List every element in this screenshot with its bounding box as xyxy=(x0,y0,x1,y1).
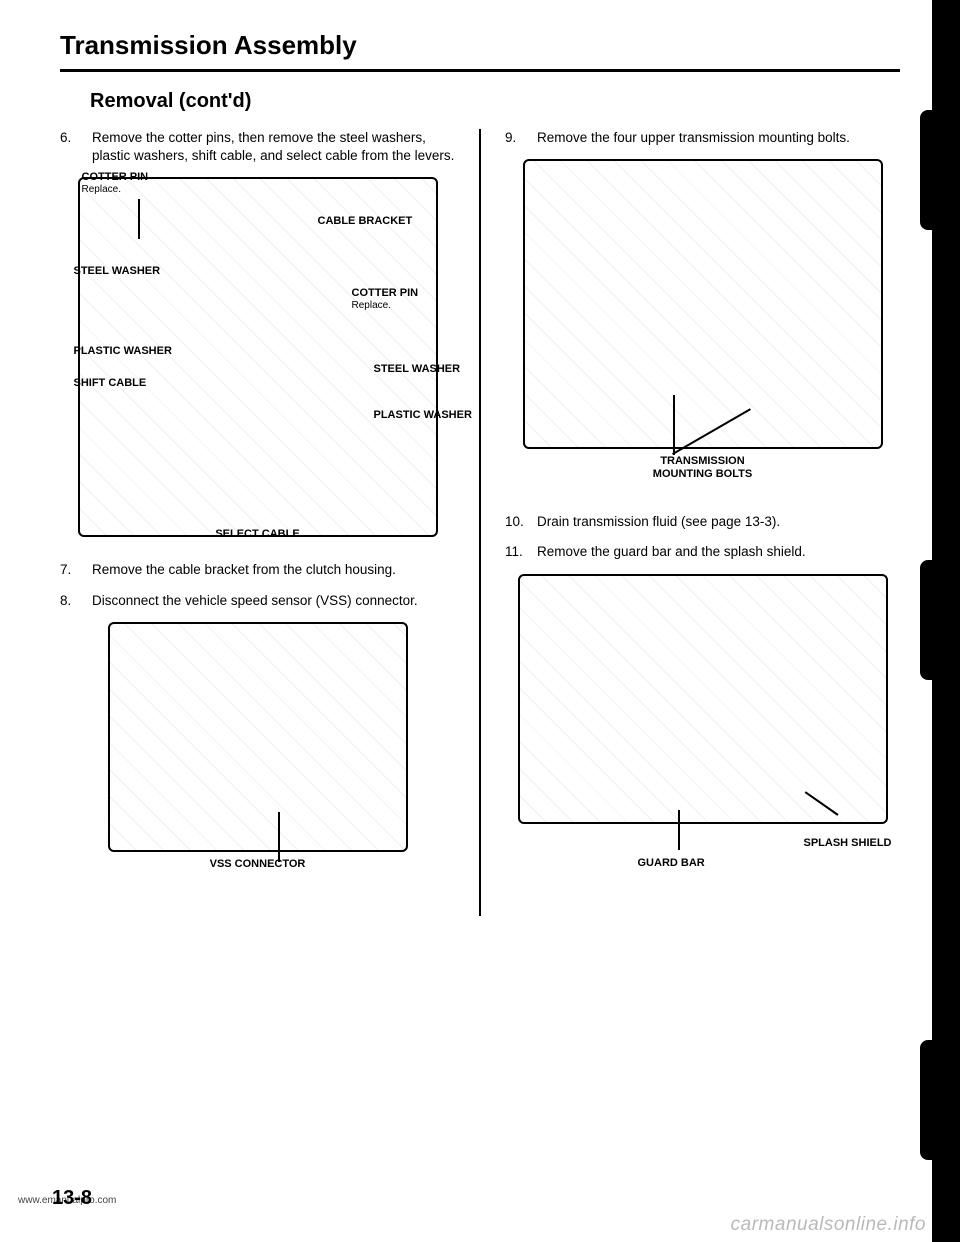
binding-tab xyxy=(920,560,960,680)
label-text: PLASTIC WASHER xyxy=(74,345,172,357)
step-text: Remove the guard bar and the splash shie… xyxy=(537,543,900,561)
step-text: Drain transmission fluid (see page 13-3)… xyxy=(537,513,900,531)
columns: 6. Remove the cotter pins, then remove t… xyxy=(60,129,900,916)
label-text: GUARD BAR xyxy=(638,857,705,869)
content-area: Transmission Assembly Removal (cont'd) 6… xyxy=(60,30,900,916)
label-select-cable: SELECT CABLE xyxy=(78,528,438,541)
label-text: SPLASH SHIELD xyxy=(803,837,891,849)
label-subtext: Replace. xyxy=(352,300,419,312)
step-text: Remove the cotter pins, then remove the … xyxy=(92,129,455,165)
label-plastic-washer-r: PLASTIC WASHER xyxy=(374,409,472,422)
label-steel-washer-l: STEEL WASHER xyxy=(74,265,161,278)
section-title: Removal (cont'd) xyxy=(90,90,900,113)
label-text: COTTER PIN xyxy=(352,287,419,299)
caption-line: TRANSMISSION xyxy=(660,455,744,467)
label-text: COTTER PIN xyxy=(82,171,149,183)
step-10: 10. Drain transmission fluid (see page 1… xyxy=(505,513,900,531)
step-7: 7. Remove the cable bracket from the clu… xyxy=(60,561,455,579)
step-number: 7. xyxy=(60,561,82,579)
watermark: carmanualsonline.info xyxy=(731,1214,926,1236)
label-text: SHIFT CABLE xyxy=(74,377,147,389)
label-cotter-pin-r: COTTER PIN Replace. xyxy=(352,287,419,311)
step-8: 8. Disconnect the vehicle speed sensor (… xyxy=(60,592,455,610)
step-number: 6. xyxy=(60,129,82,165)
title-rule xyxy=(60,69,900,72)
step-text: Disconnect the vehicle speed sensor (VSS… xyxy=(92,592,455,610)
label-text: CABLE BRACKET xyxy=(318,215,413,227)
figure-cables: COTTER PIN Replace. CABLE BRACKET STEEL … xyxy=(78,177,438,537)
step-number: 9. xyxy=(505,129,527,147)
leader-line xyxy=(673,395,675,455)
label-shift-cable: SHIFT CABLE xyxy=(74,377,147,390)
figure-guard-bar: GUARD BAR SPLASH SHIELD xyxy=(518,574,888,874)
figure-caption: TRANSMISSION MOUNTING BOLTS xyxy=(523,455,883,481)
step-number: 8. xyxy=(60,592,82,610)
label-text: PLASTIC WASHER xyxy=(374,409,472,421)
right-column: 9. Remove the four upper transmission mo… xyxy=(505,129,900,916)
label-splash-shield: SPLASH SHIELD xyxy=(803,837,891,850)
binding-tab xyxy=(920,110,960,230)
figure-vss: VSS CONNECTOR xyxy=(108,622,408,892)
step-11: 11. Remove the guard bar and the splash … xyxy=(505,543,900,561)
label-vss-connector: VSS CONNECTOR xyxy=(108,858,408,871)
left-column: 6. Remove the cotter pins, then remove t… xyxy=(60,129,455,916)
step-9: 9. Remove the four upper transmission mo… xyxy=(505,129,900,147)
label-subtext: Replace. xyxy=(82,184,149,196)
leader-line xyxy=(278,812,280,862)
leader-line xyxy=(678,810,680,850)
label-steel-washer-r: STEEL WASHER xyxy=(374,363,461,376)
leader-line xyxy=(138,199,140,239)
label-cotter-pin-tl: COTTER PIN Replace. xyxy=(82,171,149,195)
step-text: Remove the four upper transmission mount… xyxy=(537,129,900,147)
label-text: SELECT CABLE xyxy=(215,528,299,540)
figure-drawing xyxy=(523,159,883,449)
label-cable-bracket: CABLE BRACKET xyxy=(318,215,413,228)
page-number: 13-8 xyxy=(52,1187,92,1210)
binding-edge xyxy=(932,0,960,1242)
column-separator xyxy=(479,129,481,916)
page: Transmission Assembly Removal (cont'd) 6… xyxy=(0,0,960,1242)
step-number: 11. xyxy=(505,543,527,561)
label-plastic-washer-l: PLASTIC WASHER xyxy=(74,345,172,358)
step-number: 10. xyxy=(505,513,527,531)
figure-drawing xyxy=(108,622,408,852)
binding-tab xyxy=(920,1040,960,1160)
figure-mounting-bolts: TRANSMISSION MOUNTING BOLTS xyxy=(523,159,883,489)
step-text: Remove the cable bracket from the clutch… xyxy=(92,561,455,579)
figure-drawing xyxy=(518,574,888,824)
label-guard-bar: GUARD BAR xyxy=(638,857,705,870)
page-title: Transmission Assembly xyxy=(60,30,900,61)
caption-line: MOUNTING BOLTS xyxy=(653,468,752,480)
step-6: 6. Remove the cotter pins, then remove t… xyxy=(60,129,455,165)
label-text: STEEL WASHER xyxy=(374,363,461,375)
label-text: STEEL WASHER xyxy=(74,265,161,277)
